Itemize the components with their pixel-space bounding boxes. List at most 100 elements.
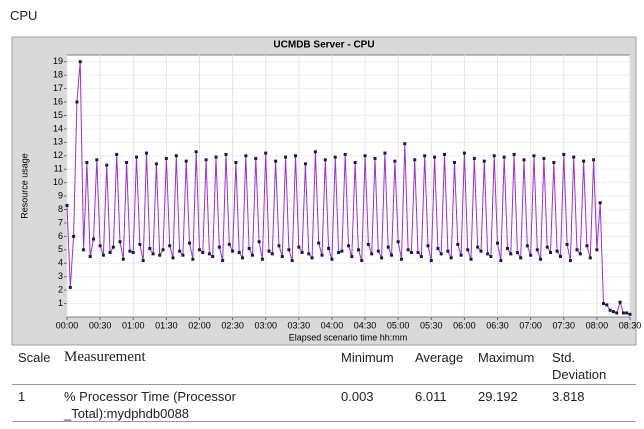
- data-point: [605, 303, 609, 307]
- data-point: [549, 251, 553, 255]
- data-point: [267, 249, 271, 253]
- data-point: [72, 234, 76, 238]
- data-point: [568, 259, 572, 263]
- data-point: [575, 248, 579, 252]
- data-point: [592, 158, 596, 162]
- data-point: [472, 156, 476, 160]
- cell: 29.192: [478, 389, 518, 404]
- data-point: [115, 152, 119, 156]
- data-point: [446, 249, 450, 253]
- data-point: [221, 259, 225, 263]
- data-point: [353, 160, 357, 164]
- data-point: [525, 244, 529, 248]
- data-point: [439, 252, 443, 256]
- data-point: [578, 252, 582, 256]
- data-point: [403, 142, 407, 146]
- data-point: [539, 257, 543, 261]
- header-cell: Measurement: [64, 349, 146, 365]
- x-tick-label: 04:30: [354, 320, 377, 330]
- data-point: [595, 248, 599, 252]
- data-point: [469, 257, 473, 261]
- data-point: [141, 259, 145, 263]
- data-point: [505, 246, 509, 250]
- data-point: [277, 244, 281, 248]
- data-point: [247, 246, 251, 250]
- x-tick-label: 06:30: [486, 320, 509, 330]
- y-tick-label: 12: [53, 150, 63, 160]
- data-point: [529, 253, 533, 257]
- data-point: [260, 257, 264, 261]
- data-point: [558, 255, 562, 259]
- data-point: [456, 242, 460, 246]
- y-tick-label: 16: [53, 96, 63, 106]
- header-cell: Minimum: [341, 350, 394, 365]
- data-point: [347, 244, 350, 248]
- data-point: [515, 251, 519, 255]
- data-point: [237, 251, 241, 255]
- data-point: [390, 253, 394, 257]
- data-point: [174, 154, 178, 158]
- stats-table: Scale Measurement Minimum Average Maximu…: [12, 346, 636, 422]
- y-axis-label: Resource usage: [19, 153, 29, 219]
- data-point: [413, 158, 417, 162]
- data-point: [227, 242, 231, 246]
- data-point: [479, 249, 483, 253]
- data-point: [91, 237, 95, 241]
- data-point: [101, 253, 105, 257]
- data-point: [254, 156, 258, 160]
- y-tick-label: 7: [58, 217, 63, 227]
- data-point: [231, 249, 235, 253]
- data-point: [284, 155, 288, 159]
- x-tick-label: 05:00: [387, 320, 410, 330]
- data-point: [376, 249, 380, 253]
- data-point: [320, 253, 324, 257]
- x-tick-label: 03:00: [254, 320, 277, 330]
- y-tick-label: 3: [58, 271, 63, 281]
- data-point: [201, 251, 205, 255]
- data-point: [562, 152, 566, 156]
- data-point: [294, 154, 298, 158]
- x-tick-label: 01:30: [155, 320, 178, 330]
- header-cell: Std. Deviation: [552, 350, 607, 382]
- data-point: [399, 257, 403, 261]
- table-header: Scale Measurement Minimum Average Maximu…: [12, 346, 636, 385]
- y-tick-label: 4: [58, 258, 63, 268]
- data-point: [552, 160, 556, 164]
- data-point: [466, 248, 470, 252]
- y-tick-label: 19: [53, 56, 63, 66]
- data-point: [621, 311, 625, 315]
- x-tick-label: 02:00: [188, 320, 211, 330]
- data-point: [535, 248, 539, 252]
- data-point: [582, 159, 586, 163]
- data-point: [443, 152, 447, 156]
- x-tick-label: 07:00: [519, 320, 542, 330]
- data-point: [323, 158, 327, 162]
- data-point: [522, 158, 526, 162]
- data-point: [476, 245, 480, 249]
- data-point: [423, 154, 427, 158]
- cell: 3.818: [552, 389, 585, 404]
- cell: % Processor Time (Processor _Total):mydp…: [64, 389, 236, 421]
- data-point: [611, 310, 615, 314]
- data-point: [105, 163, 109, 167]
- data-point: [492, 154, 496, 158]
- data-point: [191, 257, 195, 261]
- data-point: [343, 152, 347, 156]
- data-point: [297, 245, 301, 249]
- data-point: [65, 203, 69, 207]
- data-point: [628, 312, 632, 316]
- cell: 1: [18, 389, 26, 404]
- data-point: [419, 255, 423, 259]
- x-axis-label: Elapsed scenario time hh:mm: [289, 332, 408, 342]
- data-point: [373, 156, 377, 160]
- data-point: [366, 242, 370, 246]
- data-point: [82, 248, 86, 252]
- data-point: [68, 285, 72, 289]
- x-tick-label: 03:30: [288, 320, 311, 330]
- data-point: [386, 245, 390, 249]
- data-point: [588, 256, 592, 260]
- data-point: [519, 256, 523, 260]
- data-point: [426, 244, 430, 248]
- data-point: [433, 155, 437, 159]
